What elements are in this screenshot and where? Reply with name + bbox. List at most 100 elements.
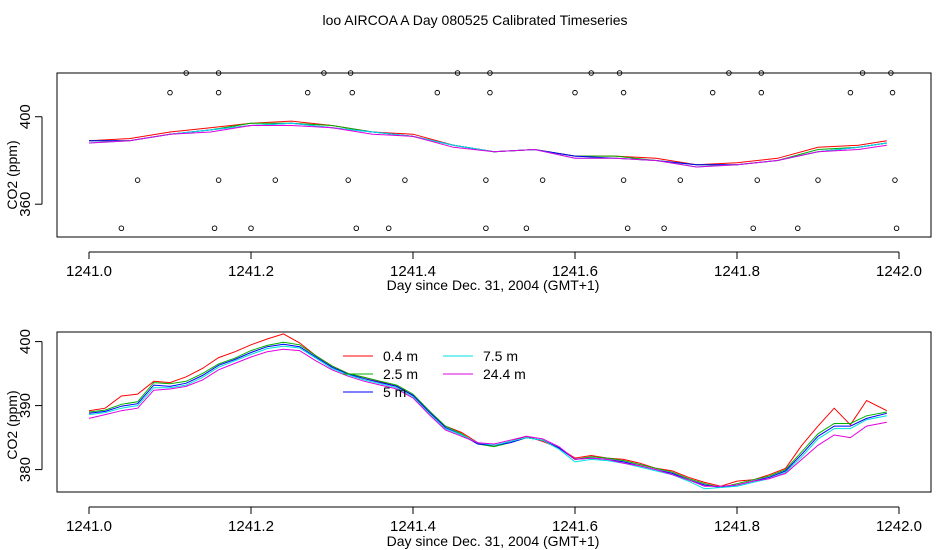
top-x-axis-label: Day since Dec. 31, 2004 (GMT+1)	[387, 277, 600, 293]
x-tick-label: 1241.8	[714, 263, 760, 280]
series-line-7-5-mm	[88, 345, 887, 490]
bottom-series-lines	[88, 333, 888, 490]
legend-label: 2.5 m	[383, 366, 418, 382]
calibration-point	[893, 225, 900, 232]
calibration-point	[889, 89, 896, 96]
legend-entry: 5 m	[343, 384, 406, 400]
calibration-point	[483, 177, 489, 183]
calibration-point	[795, 225, 801, 232]
top-plot-frame	[56, 72, 932, 238]
calibration-point	[211, 225, 218, 232]
legend-label: 24.4 m	[483, 366, 526, 382]
calibration-point	[402, 177, 408, 183]
calibration-point	[758, 89, 765, 96]
top-series-lines	[88, 120, 887, 168]
series-line-24-4-mm	[88, 348, 887, 487]
calibration-point	[620, 177, 627, 183]
legend: 0.4 m 2.5 m 5 m 7.5 m 24.4 m	[343, 348, 526, 400]
calibration-point	[539, 177, 546, 183]
x-tick-label: 1241.4	[390, 518, 436, 535]
y-tick-label: 380	[17, 457, 34, 482]
calibration-point	[385, 225, 392, 232]
x-tick-label: 1241.2	[228, 263, 274, 280]
calibration-point	[620, 89, 627, 96]
calibration-point	[758, 70, 765, 76]
legend-entry: 7.5 m	[443, 348, 518, 364]
calibration-point	[321, 70, 327, 76]
calibration-point	[347, 70, 354, 76]
top-y-axis-label: CO2 (ppm)	[4, 140, 20, 209]
series-line-7-5-mm	[88, 122, 887, 168]
calibration-point	[353, 225, 360, 232]
x-tick-label: 1241.8	[714, 518, 760, 535]
bottom-x-axis-label: Day since Dec. 31, 2004 (GMT+1)	[387, 533, 600, 549]
calibration-point	[454, 70, 461, 76]
top-panel: 360 400 1241.0 1241.2 1241.4 1241.6 1241.8 124…	[4, 70, 932, 293]
y-tick-label: 400	[17, 104, 34, 129]
x-tick-label: 1241.2	[228, 518, 274, 535]
calibration-point	[215, 89, 222, 96]
chart-title: loo AIRCOA A Day 080525 Calibrated Times…	[322, 12, 627, 28]
series-line-2-5-mm	[88, 341, 887, 489]
calibration-point	[134, 177, 141, 183]
legend-label: 7.5 m	[483, 348, 518, 364]
calibration-point	[345, 177, 351, 183]
calibration-point	[167, 89, 173, 96]
calibration-point	[434, 89, 441, 96]
y-tick-label: 360	[17, 192, 34, 217]
calibration-point	[183, 70, 189, 76]
calibration-point	[661, 225, 667, 232]
calibration-point	[215, 70, 222, 76]
x-tick-label: 1241.6	[552, 518, 598, 535]
calibration-point	[754, 177, 761, 183]
bottom-y-axis-label: CO2 (ppm)	[4, 390, 20, 459]
x-tick-label: 1242.0	[876, 263, 922, 280]
series-line-24-4-mm	[88, 125, 887, 168]
calibration-point	[349, 89, 356, 96]
bottom-plot-frame	[56, 331, 932, 493]
calibration-point	[677, 177, 684, 183]
calibration-point	[888, 70, 894, 76]
calibration-point	[304, 89, 311, 96]
calibration-point	[616, 70, 623, 76]
series-line-0-4-mm	[88, 120, 887, 166]
series-line-2-5-mm	[89, 122, 887, 166]
bottom-x-axis: 1241.0 1241.2 1241.4 1241.6 1241.8 1242.0	[66, 506, 922, 535]
calibration-point	[892, 177, 898, 183]
calibration-point	[750, 225, 756, 232]
calibration-point	[859, 70, 866, 76]
calibration-point	[487, 70, 493, 76]
y-tick-label: 400	[17, 329, 34, 354]
bottom-panel: 380 390 400 1241.0 1241.2 1241.4 1241.6 1241.8…	[4, 329, 932, 549]
legend-label: 0.4 m	[383, 348, 418, 364]
calibration-point	[572, 89, 578, 96]
top-calibration-points	[118, 70, 900, 232]
y-tick-label: 390	[17, 393, 34, 418]
calibration-point	[248, 225, 254, 232]
calibration-point	[523, 225, 530, 232]
calibration-point	[709, 89, 716, 96]
legend-entry: 0.4 m	[343, 348, 418, 364]
legend-label: 5 m	[383, 384, 406, 400]
series-line-5-mm	[89, 122, 887, 166]
calibration-point	[726, 70, 732, 76]
legend-entry: 24.4 m	[443, 366, 526, 382]
calibration-point	[815, 177, 821, 183]
x-tick-label: 1241.0	[66, 263, 112, 280]
x-tick-label: 1241.4	[390, 263, 436, 280]
calibration-point	[487, 89, 493, 96]
calibration-point	[588, 70, 594, 76]
calibration-point	[624, 225, 631, 232]
legend-entry: 2.5 m	[343, 366, 418, 382]
x-tick-label: 1242.0	[876, 518, 922, 535]
top-y-axis: 360 400	[17, 104, 43, 217]
x-tick-label: 1241.6	[552, 263, 598, 280]
calibration-point	[118, 225, 125, 232]
calibration-point	[847, 89, 854, 96]
bottom-y-axis: 380 390 400	[17, 329, 43, 482]
calibration-point	[215, 177, 222, 183]
x-tick-label: 1241.0	[66, 518, 112, 535]
calibration-point	[272, 177, 279, 183]
calibration-point	[483, 225, 489, 232]
